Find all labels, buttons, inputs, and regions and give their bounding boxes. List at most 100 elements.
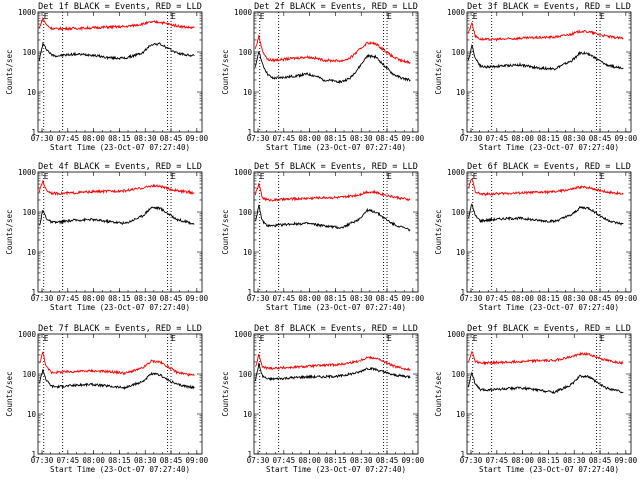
time-marker-label: E — [44, 334, 49, 343]
x-axis: 07:30 07:45 08:00 08:15 08:30 08:45 09:00 — [460, 172, 638, 303]
x-axis-label: Start Time (23-Oct-07 07:27:40) — [50, 465, 190, 474]
y-tick-label: 1000 — [447, 168, 466, 177]
x-tick-label: 09:00 — [615, 134, 638, 143]
x-axis-label: Start Time (23-Oct-07 07:27:40) — [479, 143, 619, 152]
plot-frame — [253, 171, 419, 293]
series-line-black — [467, 371, 624, 394]
plot-frame — [37, 11, 203, 133]
y-tick-label: 1 — [31, 128, 36, 137]
x-tick-label: 07:30 — [31, 294, 54, 303]
time-marker-label: E — [260, 172, 265, 181]
y-tick-label: 10 — [243, 248, 253, 257]
y-tick-label: 1 — [31, 288, 36, 297]
x-tick-label: 07:45 — [57, 294, 80, 303]
x-tick-label: 08:15 — [108, 134, 131, 143]
y-tick-label: 10 — [27, 88, 37, 97]
x-axis-label: Start Time (23-Oct-07 07:27:40) — [479, 303, 619, 312]
y-axis-label: Counts/sec — [221, 209, 230, 254]
x-tick-label: 07:30 — [31, 134, 54, 143]
x-tick-label: 09:00 — [186, 294, 209, 303]
chart-title: Det 6f BLACK = Events, RED = LLD — [467, 162, 631, 172]
y-tick-label: 1000 — [234, 330, 253, 339]
chart-title: Det 1f BLACK = Events, RED = LLD — [38, 2, 202, 12]
x-axis: 07:30 07:45 08:00 08:15 08:30 08:45 09:00 — [31, 172, 209, 303]
x-tick-label: 07:45 — [273, 294, 296, 303]
time-marker-label: E — [260, 334, 265, 343]
x-tick-label: 08:45 — [376, 294, 399, 303]
y-tick-label: 1 — [460, 450, 465, 459]
x-tick-label: 08:45 — [589, 294, 612, 303]
x-tick-label: 08:45 — [160, 456, 183, 465]
y-tick-label: 1000 — [18, 330, 37, 339]
y-axis: 1 10 100 1000 — [447, 8, 631, 137]
x-tick-label: 08:00 — [82, 456, 105, 465]
plot-frame — [253, 333, 419, 455]
x-tick-label: 07:45 — [57, 134, 80, 143]
series-line-black — [254, 362, 411, 382]
x-tick-label: 08:00 — [511, 294, 534, 303]
y-axis: 1 10 100 1000 — [18, 168, 202, 297]
y-tick-label: 100 — [22, 370, 36, 379]
x-tick-label: 09:00 — [402, 294, 425, 303]
time-marker-label: E — [600, 334, 605, 343]
x-tick-label: 08:45 — [376, 456, 399, 465]
x-tick-label: 08:30 — [134, 456, 157, 465]
x-tick-label: 08:15 — [108, 456, 131, 465]
series-line-red — [38, 16, 195, 31]
x-tick-label: 08:30 — [350, 456, 373, 465]
chart-title: Det 3f BLACK = Events, RED = LLD — [467, 2, 631, 12]
x-tick-label: 08:15 — [324, 294, 347, 303]
x-tick-label: 08:15 — [324, 134, 347, 143]
time-marker-label: E — [600, 172, 605, 181]
x-tick-label: 08:45 — [589, 134, 612, 143]
chart-title: Det 4f BLACK = Events, RED = LLD — [38, 162, 202, 172]
y-axis: 1 10 100 1000 — [447, 168, 631, 297]
y-tick-label: 10 — [456, 88, 466, 97]
x-axis-label: Start Time (23-Oct-07 07:27:40) — [479, 465, 619, 474]
y-tick-label: 1000 — [234, 168, 253, 177]
x-tick-label: 07:45 — [273, 456, 296, 465]
x-axis-label: Start Time (23-Oct-07 07:27:40) — [266, 303, 406, 312]
plot-frame — [466, 11, 632, 133]
time-marker-label: E — [387, 12, 392, 21]
y-tick-label: 1 — [460, 288, 465, 297]
chart-title: Det 7f BLACK = Events, RED = LLD — [38, 324, 202, 334]
series-line-red — [39, 351, 195, 377]
series-line-red — [468, 178, 624, 197]
series-line-black — [38, 369, 195, 391]
x-tick-label: 08:30 — [563, 294, 586, 303]
y-axis-label: Counts/sec — [221, 371, 230, 416]
time-marker-label: E — [171, 334, 176, 343]
x-tick-label: 08:30 — [350, 134, 373, 143]
x-tick-label: 08:00 — [298, 134, 321, 143]
x-tick-label: 09:00 — [186, 134, 209, 143]
y-axis-label: Counts/sec — [5, 209, 14, 254]
x-tick-label: 08:45 — [160, 134, 183, 143]
x-tick-label: 08:30 — [563, 456, 586, 465]
time-marker-label: E — [473, 12, 478, 21]
y-tick-label: 100 — [238, 370, 252, 379]
plot-frame — [37, 171, 203, 293]
y-axis-label: Counts/sec — [434, 209, 443, 254]
x-tick-label: 07:45 — [273, 134, 296, 143]
x-axis: 07:30 07:45 08:00 08:15 08:30 08:45 09:00 — [31, 12, 209, 143]
x-axis-label: Start Time (23-Oct-07 07:27:40) — [50, 303, 190, 312]
y-tick-label: 100 — [451, 48, 465, 57]
series-line-red — [255, 354, 411, 372]
y-tick-label: 1000 — [18, 8, 37, 17]
x-tick-label: 08:00 — [298, 456, 321, 465]
y-tick-label: 100 — [451, 370, 465, 379]
chart-title: Det 2f BLACK = Events, RED = LLD — [254, 2, 418, 12]
series-line-red — [254, 35, 411, 65]
y-axis-label: Counts/sec — [434, 371, 443, 416]
x-tick-label: 07:30 — [247, 456, 270, 465]
series-line-black — [467, 43, 624, 71]
x-tick-label: 08:45 — [589, 456, 612, 465]
x-axis-label: Start Time (23-Oct-07 07:27:40) — [266, 465, 406, 474]
time-marker-label: E — [171, 172, 176, 181]
y-tick-label: 10 — [243, 88, 253, 97]
x-tick-label: 07:30 — [247, 134, 270, 143]
time-marker-label: E — [260, 12, 265, 21]
series-line-black — [254, 51, 411, 85]
y-axis-label: Counts/sec — [221, 49, 230, 94]
